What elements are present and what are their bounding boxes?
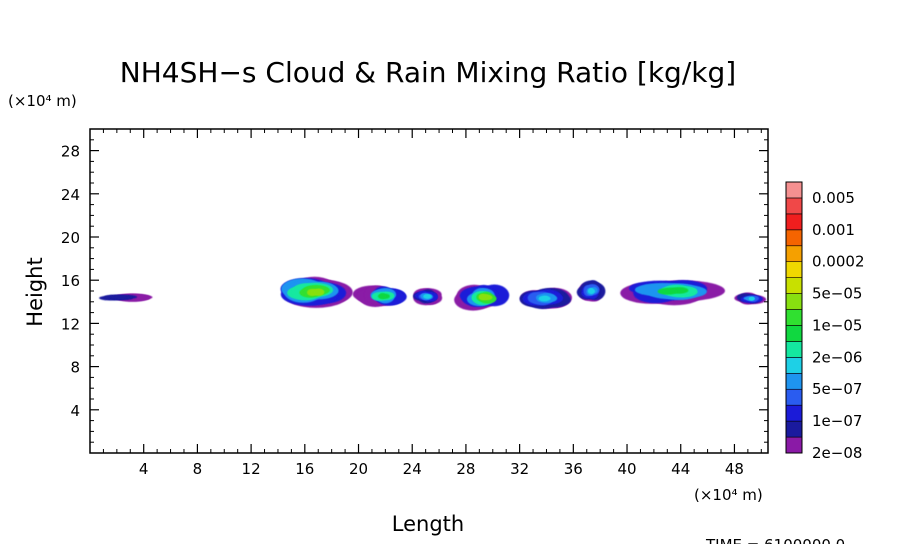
colorbar-swatch [785, 436, 803, 454]
colorbar-swatch [785, 277, 803, 294]
colorbar-label: 5e−05 [812, 285, 862, 303]
colorbar-swatch [785, 229, 803, 247]
cloud-contour [479, 293, 487, 300]
colorbar-swatch [785, 245, 803, 263]
colorbar-swatch [785, 261, 803, 278]
x-tick-label: 32 [510, 460, 529, 478]
cloud-region [519, 287, 573, 309]
x-tick-label: 16 [295, 460, 314, 478]
x-tick-label: 36 [564, 460, 583, 478]
colorbar-swatch [785, 293, 803, 310]
x-tick-label: 4 [139, 460, 149, 478]
cloud-contour [108, 295, 133, 300]
colorbar-swatch [785, 197, 803, 215]
chart-title: NH4SH−s Cloud & Rain Mixing Ratio [kg/kg… [120, 56, 736, 89]
y-tick-label: 4 [70, 402, 80, 420]
colorbar-label: 0.001 [812, 221, 855, 239]
colorbar-swatch [785, 420, 803, 438]
cloud-region [454, 284, 510, 311]
colorbar-swatch [785, 372, 803, 390]
colorbar-swatch [785, 213, 803, 231]
colorbar-label: 1e−07 [812, 412, 862, 430]
x-axis-unit: (×10⁴ m) [694, 486, 763, 504]
colorbar-swatch [785, 309, 803, 326]
colorbar-swatch [785, 388, 803, 406]
y-axis-label: Height [23, 257, 47, 326]
x-tick-label: 20 [349, 460, 368, 478]
y-tick-label: 24 [61, 186, 80, 204]
colorbar-swatch [785, 181, 803, 199]
colorbar-label: 0.0002 [812, 253, 865, 271]
cloud-region [352, 285, 407, 307]
y-tick-label: 12 [61, 315, 80, 333]
cloud-contour [314, 288, 325, 296]
colorbar-label: 2e−08 [812, 444, 862, 462]
cloud-region [620, 280, 725, 306]
cloud-contour [423, 294, 431, 299]
time-label: TIME = 6100000.0 [705, 536, 845, 544]
cloud-contour [657, 288, 678, 295]
colorbar: 0.005 0.001 0.0002 5e−05 1e−05 2e−06 5e−07 1e−0… [785, 181, 865, 462]
colorbar-swatch [785, 341, 803, 358]
x-tick-label: 44 [671, 460, 690, 478]
x-tick-label: 8 [193, 460, 203, 478]
cloud-region [98, 293, 153, 302]
x-tick-label: 40 [617, 460, 636, 478]
x-tick-label: 12 [242, 460, 261, 478]
y-tick-label: 20 [61, 229, 80, 247]
cloud-region [734, 292, 767, 305]
y-axis-unit: (×10⁴ m) [8, 92, 77, 110]
cloud-region [576, 280, 606, 302]
cloud-region [280, 276, 353, 308]
y-tick-label: 28 [61, 143, 80, 161]
colorbar-swatch [785, 404, 803, 422]
cloud-contour [749, 297, 755, 301]
cloud-contour [587, 288, 594, 294]
colorbar-swatch [785, 357, 803, 374]
cloud-region [413, 288, 443, 306]
y-tick-label: 8 [70, 359, 80, 377]
y-tick-label: 16 [61, 272, 80, 290]
x-axis-label: Length [392, 512, 464, 536]
cloud-field [98, 276, 767, 311]
cloud-contour [541, 295, 550, 301]
colorbar-label: 0.005 [812, 189, 855, 207]
x-tick-label: 24 [403, 460, 422, 478]
cloud-contour [377, 293, 387, 299]
colorbar-label: 2e−06 [812, 348, 862, 366]
x-tick-label: 48 [725, 460, 744, 478]
x-tick-label: 28 [456, 460, 475, 478]
colorbar-frame [785, 181, 803, 454]
colorbar-swatch [785, 325, 803, 342]
colorbar-label: 5e−07 [812, 380, 862, 398]
colorbar-label: 1e−05 [812, 316, 862, 334]
